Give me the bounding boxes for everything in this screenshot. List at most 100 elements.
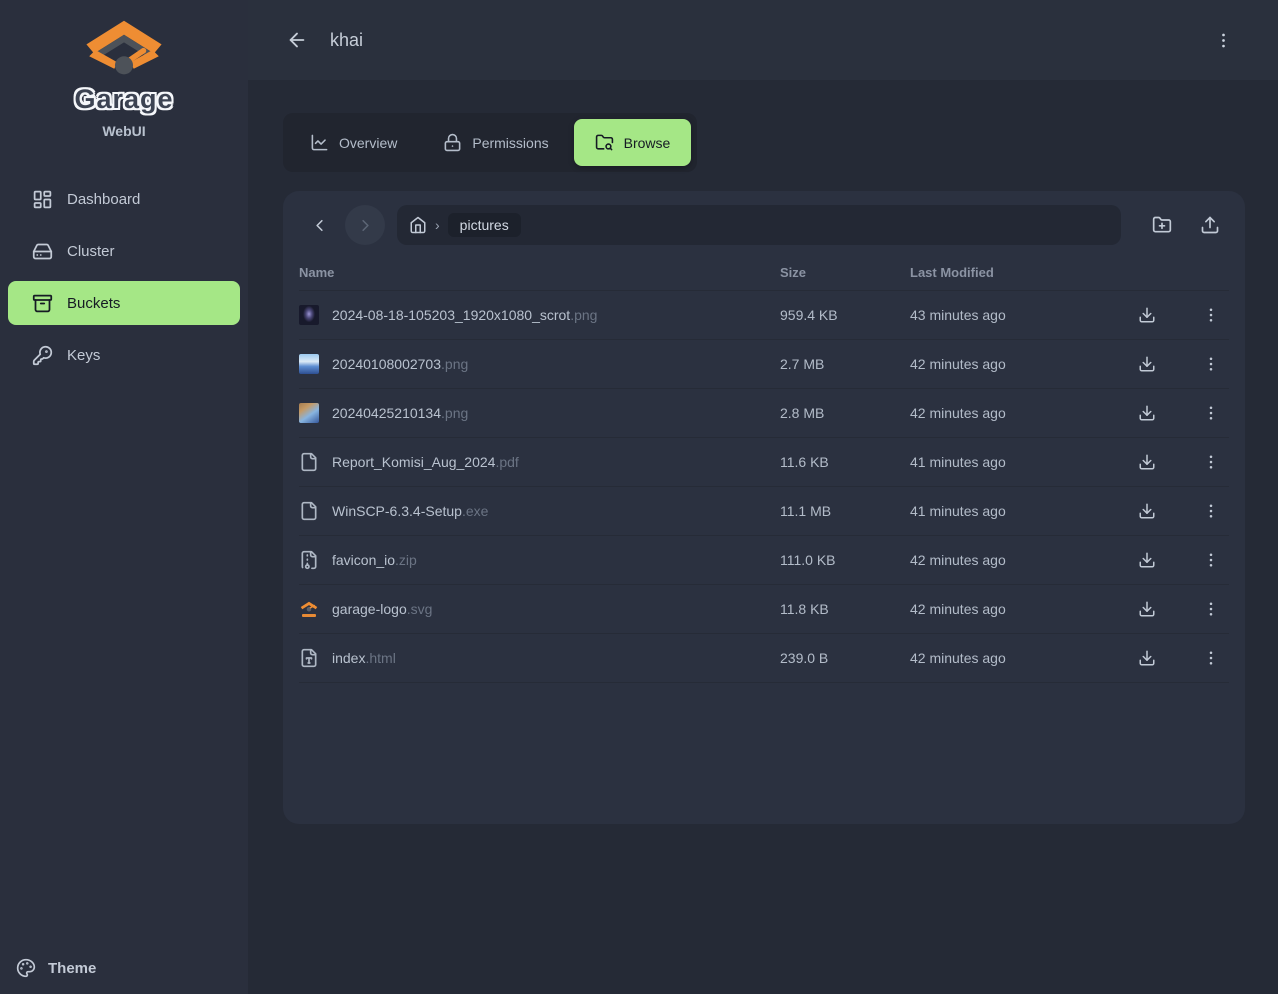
sidebar-item-dashboard[interactable]: Dashboard xyxy=(8,177,240,221)
file-link[interactable]: 2024-08-18-105203_1920x1080_scrot.png xyxy=(332,307,597,323)
chart-icon xyxy=(311,134,328,151)
column-header-name: Name xyxy=(299,265,335,280)
row-menu-button[interactable] xyxy=(1199,352,1223,376)
header-menu-button[interactable] xyxy=(1208,25,1238,55)
row-menu-button[interactable] xyxy=(1199,548,1223,572)
theme-button[interactable]: Theme xyxy=(16,958,96,978)
file-modified: 42 minutes ago xyxy=(910,405,1006,421)
file-link[interactable]: 20240108002703.png xyxy=(332,356,468,372)
row-menu-button[interactable] xyxy=(1199,499,1223,523)
file-name-base: favicon_io xyxy=(332,552,396,568)
file-name-cell: index.html xyxy=(299,648,780,668)
arrow-left-icon xyxy=(289,32,305,48)
row-menu-button[interactable] xyxy=(1199,597,1223,621)
file-modified: 42 minutes ago xyxy=(910,650,1006,666)
kebab-menu-icon xyxy=(1209,602,1213,616)
file-modified: 41 minutes ago xyxy=(910,454,1006,470)
download-icon xyxy=(1139,552,1155,568)
row-menu-button[interactable] xyxy=(1199,646,1223,670)
file-modified: 41 minutes ago xyxy=(910,503,1006,519)
file-link[interactable]: 20240425210134.png xyxy=(332,405,468,421)
keys-icon xyxy=(32,345,53,365)
sidebar-item-label: Buckets xyxy=(67,294,121,312)
app-logo: Garage WebUI xyxy=(0,0,248,149)
chevron-left-icon xyxy=(315,219,323,231)
tab-permissions[interactable]: Permissions xyxy=(422,119,569,166)
sidebar: Garage WebUI Dashboard Cluster Buckets K… xyxy=(0,0,248,994)
download-icon xyxy=(1139,356,1155,372)
tab-overview[interactable]: Overview xyxy=(289,119,418,166)
thumb-blue-sand xyxy=(299,403,319,423)
file-link[interactable]: WinSCP-6.3.4-Setup.exe xyxy=(332,503,488,519)
sidebar-item-label: Keys xyxy=(67,346,101,364)
column-header-modified: Last Modified xyxy=(910,265,994,280)
new-folder-button[interactable] xyxy=(1143,206,1181,244)
file-name-ext: .exe xyxy=(461,503,489,519)
file-size: 2.8 MB xyxy=(780,405,825,421)
kebab-menu-icon xyxy=(1209,651,1213,665)
file-name-ext: .zip xyxy=(395,552,417,568)
row-menu-button[interactable] xyxy=(1199,450,1223,474)
download-button[interactable] xyxy=(1135,548,1159,572)
file-actions xyxy=(1125,646,1229,670)
folder-plus-icon xyxy=(1152,216,1172,233)
download-button[interactable] xyxy=(1135,401,1159,425)
browse-actions xyxy=(1143,206,1229,244)
file-modified: 42 minutes ago xyxy=(910,601,1006,617)
kebab-menu-icon xyxy=(1209,504,1213,518)
file-name-cell: 2024-08-18-105203_1920x1080_scrot.png xyxy=(299,305,780,325)
home-icon[interactable] xyxy=(409,216,427,234)
main-area: khai Overview Permissions Browse xyxy=(248,0,1278,994)
tab-browse[interactable]: Browse xyxy=(573,119,692,166)
table-row: index.html 239.0 B 42 minutes ago xyxy=(299,634,1229,683)
file-modified: 43 minutes ago xyxy=(910,307,1006,323)
file-name-base: garage-logo xyxy=(332,601,407,617)
back-button[interactable] xyxy=(280,23,314,57)
download-button[interactable] xyxy=(1135,597,1159,621)
file-name-base: 20240425210134 xyxy=(332,405,442,421)
folder-search-icon xyxy=(595,134,613,151)
file-type-icon xyxy=(299,648,319,668)
file-size: 2.7 MB xyxy=(780,356,825,372)
file-name-base: index xyxy=(332,650,366,666)
nav-forward-button[interactable] xyxy=(345,205,385,245)
download-button[interactable] xyxy=(1135,499,1159,523)
kebab-menu-icon xyxy=(1221,33,1225,47)
row-menu-button[interactable] xyxy=(1199,401,1223,425)
file-name-base: Report_Komisi_Aug_2024 xyxy=(332,454,496,470)
file-modified: 42 minutes ago xyxy=(910,552,1006,568)
table-row: garage-logo.svg 11.8 KB 42 minutes ago xyxy=(299,585,1229,634)
file-link[interactable]: garage-logo.svg xyxy=(332,601,432,617)
upload-button[interactable] xyxy=(1191,206,1229,244)
download-button[interactable] xyxy=(1135,450,1159,474)
sidebar-item-buckets[interactable]: Buckets xyxy=(8,281,240,325)
column-header-size: Size xyxy=(780,265,807,280)
download-button[interactable] xyxy=(1135,303,1159,327)
lock-icon xyxy=(444,133,461,152)
file-link[interactable]: index.html xyxy=(332,650,396,666)
file-table-body: 2024-08-18-105203_1920x1080_scrot.png 95… xyxy=(299,291,1229,683)
sidebar-item-keys[interactable]: Keys xyxy=(8,333,240,377)
breadcrumb-folder-chip[interactable]: pictures xyxy=(447,213,521,237)
file-link[interactable]: favicon_io.zip xyxy=(332,552,417,568)
download-button[interactable] xyxy=(1135,646,1159,670)
file-size: 111.0 KB xyxy=(780,552,836,568)
sidebar-item-label: Cluster xyxy=(67,242,115,260)
nav-back-button[interactable] xyxy=(299,205,339,245)
file-size: 11.8 KB xyxy=(780,601,829,617)
file-link[interactable]: Report_Komisi_Aug_2024.pdf xyxy=(332,454,519,470)
page-header: khai xyxy=(248,0,1278,80)
table-row: favicon_io.zip 111.0 KB 42 minutes ago xyxy=(299,536,1229,585)
file-modified: 42 minutes ago xyxy=(910,356,1006,372)
sidebar-item-cluster[interactable]: Cluster xyxy=(8,229,240,273)
file-table-header: Name Size Last Modified xyxy=(299,255,1229,291)
file-size: 11.6 KB xyxy=(780,454,829,470)
download-button[interactable] xyxy=(1135,352,1159,376)
browse-panel: › pictures Name Siz xyxy=(283,191,1245,824)
thumb-garage xyxy=(299,599,319,619)
tab-label: Overview xyxy=(339,134,398,151)
file-size: 959.4 KB xyxy=(780,307,838,323)
row-menu-button[interactable] xyxy=(1199,303,1223,327)
file-actions xyxy=(1125,499,1229,523)
breadcrumb-separator: › xyxy=(435,217,440,233)
